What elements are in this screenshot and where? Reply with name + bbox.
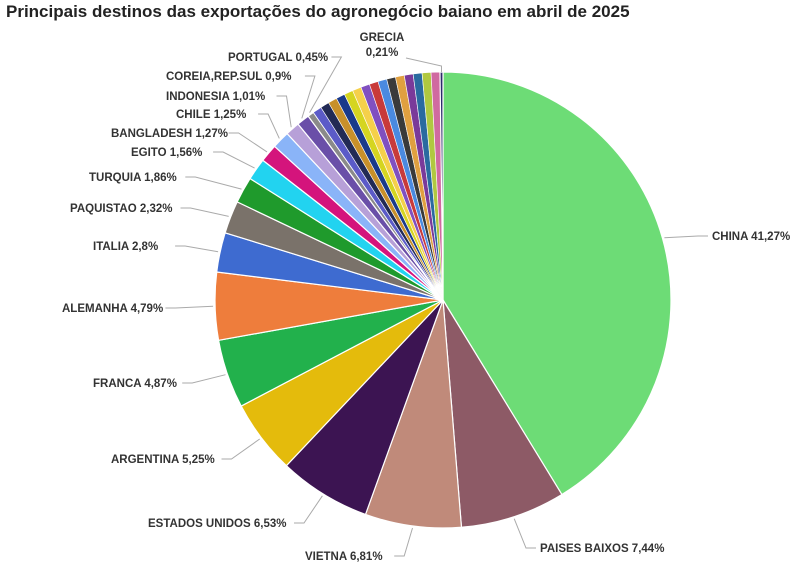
slice-label-china: CHINA 41,27% bbox=[712, 231, 790, 243]
leader-line bbox=[294, 495, 323, 524]
slice-label-franca: FRANCA 4,87% bbox=[93, 378, 177, 390]
leader-line bbox=[180, 207, 229, 217]
slice-label-chile: CHILE 1,25% bbox=[176, 109, 246, 121]
leader-line bbox=[664, 235, 708, 239]
leader-line bbox=[213, 151, 255, 169]
leader-line bbox=[182, 374, 226, 384]
slice-label-portugal: PORTUGAL 0,45% bbox=[228, 52, 328, 64]
slice-label-paises-baixos: PAISES BAIXOS 7,44% bbox=[540, 543, 664, 555]
chart-title: Principais destinos das exportações do a… bbox=[6, 2, 630, 21]
slice-label-vietna: VIETNA 6,81% bbox=[305, 551, 383, 563]
leader-line bbox=[221, 438, 260, 460]
leader-line bbox=[309, 56, 343, 113]
slice-label-alemanha: ALEMANHA 4,79% bbox=[62, 303, 163, 315]
leader-line bbox=[165, 305, 214, 309]
slice-label-bangladesh: BANGLADESH 1,27% bbox=[111, 128, 228, 140]
pie-slices bbox=[214, 71, 672, 529]
leader-line bbox=[301, 75, 316, 119]
slice-label-egito: EGITO 1,56% bbox=[131, 147, 202, 159]
leader-line bbox=[258, 113, 280, 139]
slice-grecia bbox=[439, 71, 444, 301]
slice-label-paquistao: PAQUISTAO 2,32% bbox=[70, 203, 172, 215]
pie-labels: CHINA 41,27% PAISES BAIXOS 7,44% VIETNA 6,… bbox=[62, 32, 790, 563]
slice-label-argentina: ARGENTINA 5,25% bbox=[111, 454, 215, 466]
leader-line bbox=[276, 95, 292, 128]
slice-china bbox=[442, 71, 672, 496]
slice-label-italia: ITALIA 2,8% bbox=[93, 241, 158, 253]
slice-label-grecia-value: 0,21% bbox=[366, 47, 399, 59]
leader-line bbox=[405, 57, 442, 72]
leader-line bbox=[513, 518, 536, 549]
leader-line bbox=[185, 176, 242, 190]
leader-line bbox=[175, 245, 219, 253]
slice-label-estados-unidos: ESTADOS UNIDOS 6,53% bbox=[148, 518, 286, 530]
slice-paises-baixos bbox=[442, 299, 563, 528]
leader-line bbox=[394, 527, 413, 557]
leader-line bbox=[228, 132, 268, 153]
slice-label-indonesia: INDONESIA 1,01% bbox=[166, 91, 265, 103]
slice-label-turquia: TURQUIA 1,86% bbox=[89, 172, 177, 184]
slice-label-coreia-rep-sul: COREIA,REP.SUL 0,9% bbox=[166, 71, 291, 83]
slice-label-grecia-name: GRECIA bbox=[360, 32, 405, 44]
